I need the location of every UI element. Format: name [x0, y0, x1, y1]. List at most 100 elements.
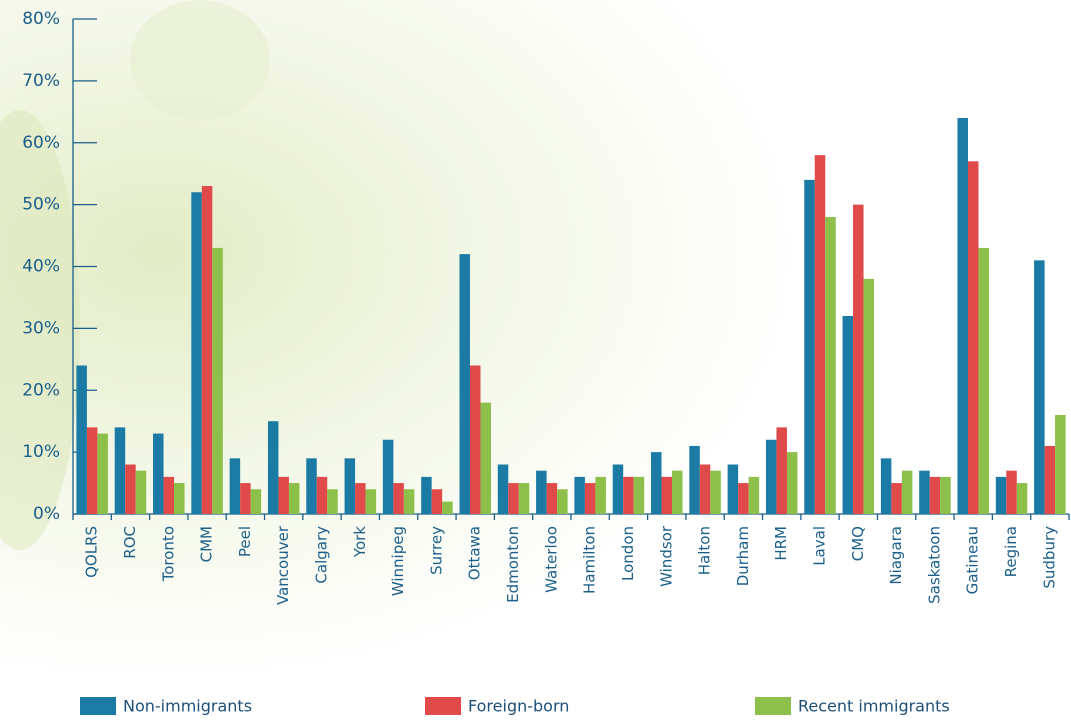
- bar: [786, 452, 798, 514]
- y-tick-label: 0%: [33, 504, 60, 524]
- bar: [672, 470, 683, 514]
- bar: [651, 452, 662, 514]
- bar: [86, 427, 98, 514]
- x-tick-label: Toronto: [159, 526, 177, 582]
- x-tick-label: Halton: [696, 526, 714, 575]
- bar: [738, 483, 749, 514]
- bar: [508, 483, 519, 514]
- bar: [1044, 445, 1056, 514]
- x-tick-label: Edmonton: [504, 526, 522, 603]
- bar: [661, 476, 673, 514]
- bar: [125, 464, 136, 514]
- bar: [421, 476, 432, 514]
- decoration: [130, 0, 270, 120]
- bar: [940, 476, 951, 514]
- bar: [382, 439, 394, 514]
- x-tick-label: Surrey: [427, 526, 445, 575]
- bar: [191, 192, 202, 514]
- bar: [901, 470, 913, 514]
- bar: [229, 458, 241, 514]
- x-tick-label: Vancouver: [274, 525, 292, 605]
- bar: [995, 476, 1007, 514]
- bar: [135, 470, 147, 514]
- bar: [240, 483, 251, 514]
- bar: [595, 476, 606, 514]
- bar: [469, 365, 481, 514]
- bar: [288, 483, 300, 514]
- y-tick-label: 20%: [22, 380, 60, 400]
- bar: [1034, 260, 1045, 514]
- x-tick-label: Hamilton: [581, 526, 599, 594]
- bar: [804, 179, 815, 514]
- bar: [880, 458, 892, 514]
- bar: [1055, 415, 1066, 514]
- x-tick-label: Durham: [734, 526, 752, 586]
- x-tick-label: Peel: [236, 526, 254, 557]
- bar: [957, 118, 968, 514]
- bar: [967, 161, 979, 514]
- bar: [814, 155, 826, 514]
- bar: [114, 427, 126, 514]
- legend-swatch: [755, 697, 791, 715]
- legend-label: Non-immigrants: [123, 697, 252, 716]
- bar: [306, 458, 317, 514]
- decoration: [0, 110, 80, 550]
- bar: [699, 464, 711, 514]
- bar: [853, 204, 864, 514]
- bar: [327, 489, 338, 514]
- bar: [355, 483, 366, 514]
- x-tick-label: ROC: [121, 526, 139, 559]
- x-tick-label: Niagara: [887, 526, 905, 585]
- y-tick-label: 30%: [22, 318, 60, 338]
- bar: [623, 476, 634, 514]
- bar: [536, 470, 547, 514]
- bar: [710, 470, 721, 514]
- y-tick-label: 10%: [22, 442, 60, 462]
- bar: [201, 186, 213, 514]
- x-tick-label: York: [351, 526, 369, 559]
- bar: [584, 483, 596, 514]
- y-tick-label: 50%: [22, 195, 60, 215]
- bar: [316, 476, 328, 514]
- legend-swatch: [80, 697, 116, 715]
- y-tick-label: 70%: [22, 71, 60, 91]
- x-tick-label: Windsor: [657, 525, 675, 587]
- bar: [76, 365, 87, 514]
- bar: [459, 254, 470, 514]
- x-tick-label: HRM: [772, 526, 790, 561]
- bar: [163, 476, 175, 514]
- x-tick-label: Regina: [1002, 526, 1020, 577]
- x-tick-label: Winnipeg: [389, 526, 407, 596]
- bar: [442, 501, 453, 514]
- bar: [546, 483, 558, 514]
- bar: [365, 489, 377, 514]
- legend-swatch: [425, 697, 461, 715]
- bar: [250, 489, 262, 514]
- bar: [212, 247, 223, 514]
- bar: [174, 483, 185, 514]
- bar: [825, 217, 836, 514]
- bar: [1006, 470, 1017, 514]
- bar: [727, 464, 739, 514]
- bar: [689, 445, 700, 514]
- bar: [480, 402, 491, 514]
- bar: [97, 433, 108, 514]
- bar: [929, 476, 941, 514]
- bar: [153, 433, 164, 514]
- bar: [633, 476, 645, 514]
- bar: [765, 439, 777, 514]
- x-tick-label: London: [619, 526, 637, 581]
- bar: [497, 464, 509, 514]
- x-tick-label: Gatineau: [964, 526, 982, 594]
- bar: [574, 476, 585, 514]
- bar: [518, 483, 530, 514]
- x-tick-label: CMM: [198, 526, 216, 562]
- bar: [919, 470, 930, 514]
- y-tick-label: 40%: [22, 257, 60, 277]
- bar: [842, 316, 854, 514]
- bar: [776, 427, 787, 514]
- y-tick-label: 80%: [22, 9, 60, 29]
- bar: [557, 489, 568, 514]
